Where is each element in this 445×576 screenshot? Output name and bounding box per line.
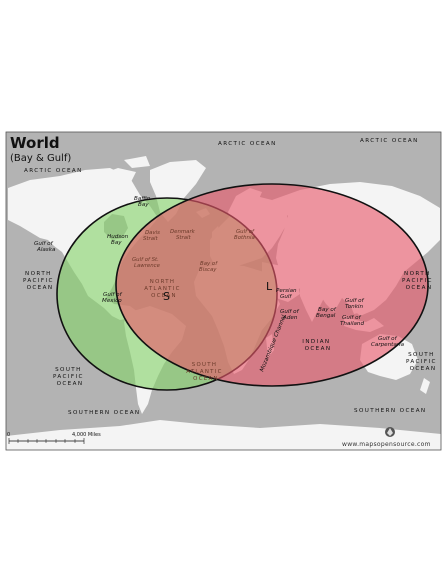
map-frame	[5, 131, 442, 451]
south-pacific-label-left: SOUTH PACIFIC OCEAN	[53, 367, 87, 387]
indian-ocean-label: INDIAN OCEAN	[302, 339, 333, 352]
circle-l	[115, 183, 429, 387]
bay-of-biscay-label: Bay of Biscay	[199, 261, 219, 273]
arctic-islands-landmass	[96, 156, 150, 186]
mapsopensource-logo-icon	[385, 427, 395, 437]
south-atlantic-label: SOUTH ATLANTIC OCEAN	[186, 362, 225, 382]
arctic-ocean-label-right: ARCTIC OCEAN	[360, 138, 419, 144]
arctic-ocean-label-left: ARCTIC OCEAN	[24, 168, 83, 174]
gulf-of-alaska-label: Gulf of Alaska	[34, 241, 56, 253]
south-pacific-label-right: SOUTH PACIFIC OCEAN	[406, 352, 440, 372]
marker-s: S	[163, 290, 170, 303]
north-pacific-label-left: NORTH PACIFIC OCEAN	[23, 271, 57, 291]
new-zealand-landmass	[420, 378, 430, 394]
arctic-ocean-label-mid: ARCTIC OCEAN	[218, 141, 277, 147]
gulf-of-carpentaria-label: Gulf of Carpentaria	[371, 336, 405, 348]
bay-of-bengal-label: Bay of Bengal	[316, 307, 338, 319]
davis-strait-label: Davis Strait	[143, 230, 162, 242]
gulf-of-aden-label: Gulf of Aden	[280, 309, 300, 321]
persian-gulf-label: Persian Gulf	[276, 288, 298, 300]
gulf-of-mexico-label: Gulf of Mexico	[102, 292, 123, 304]
antarctica-landmass	[6, 420, 441, 450]
scale-bar	[8, 438, 85, 444]
scale-zero-label: 0	[7, 432, 10, 438]
southern-ocean-label-right: SOUTHERN OCEAN	[354, 408, 427, 414]
marker-l: L	[266, 280, 273, 293]
gulf-of-bothnia-label: Gulf of Bothnia	[234, 229, 256, 241]
southern-ocean-label-left: SOUTHERN OCEAN	[68, 410, 141, 416]
baffin-bay-label: Baffin Bay	[134, 196, 152, 208]
gulf-of-st-lawrence-label: Gulf of St. Lawrence	[132, 257, 161, 269]
north-pacific-label-right: NORTH PACIFIC OCEAN	[402, 271, 436, 291]
hudson-bay-label: Hudson Bay	[107, 234, 130, 246]
north-atlantic-label: NORTH ATLANTIC OCEAN	[144, 279, 183, 299]
map-subtitle: (Bay & Gulf)	[10, 153, 71, 164]
source-credit: www.mapsopensource.com	[342, 441, 431, 448]
denmark-strait-label: Denmark Strait	[170, 229, 197, 241]
gulf-of-tonkin-label: Gulf of Tonkin	[345, 298, 365, 310]
scale-distance-label: 4,000 Miles	[72, 432, 101, 438]
gulf-of-thailand-label: Gulf of Thailand	[340, 315, 364, 327]
map-title: World	[10, 134, 60, 152]
